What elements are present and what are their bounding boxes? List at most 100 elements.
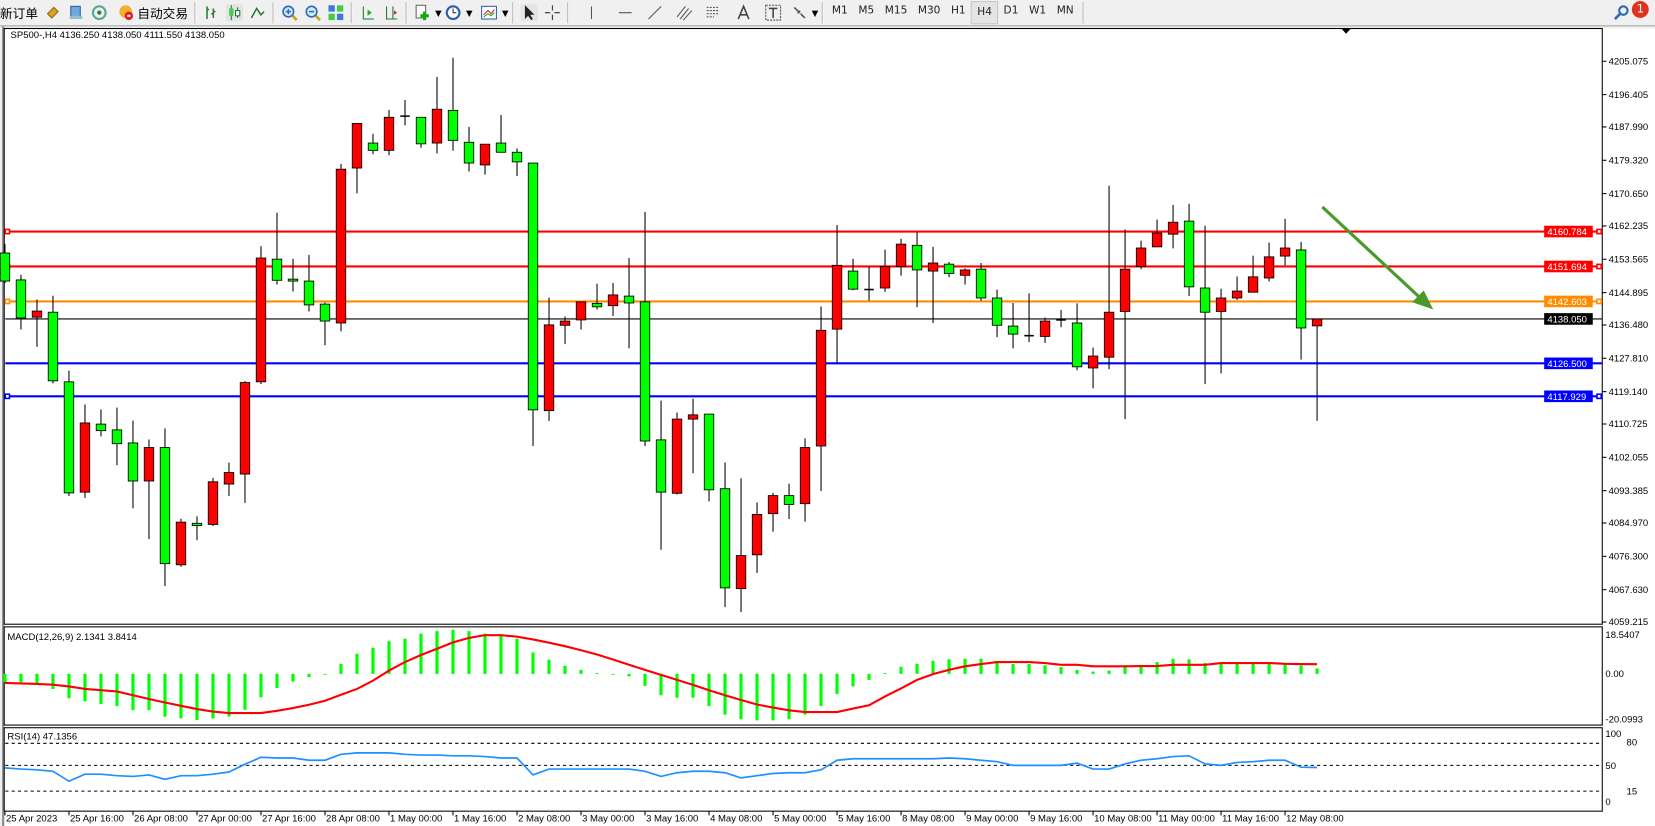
cursor-icon[interactable]	[520, 4, 538, 22]
macd-histogram-bar	[467, 631, 471, 674]
line-anchor-handle[interactable]	[4, 393, 11, 400]
price-axis-label: 4205.075	[1609, 56, 1649, 67]
candle-body	[1135, 247, 1147, 267]
text-icon[interactable]	[735, 4, 752, 21]
candle-body	[31, 310, 43, 318]
arrows-dropdown-icon[interactable]: ▼	[811, 7, 819, 18]
line-anchor-handle[interactable]	[1596, 228, 1602, 235]
down-arrow-annotation[interactable]	[1321, 205, 1434, 310]
candle	[527, 162, 539, 447]
macd-histogram-bar	[867, 673, 871, 680]
zoom-in-icon[interactable]	[281, 4, 298, 22]
timeframe-m30[interactable]: M30	[917, 5, 941, 17]
price-axis-label: 4059.215	[1609, 617, 1649, 628]
macd-histogram-bar	[947, 659, 951, 674]
equidistant-channel-icon[interactable]	[675, 4, 692, 21]
periods-dropdown-icon[interactable]: ▼	[465, 7, 473, 18]
new-order-button[interactable]: 新订单	[0, 2, 41, 23]
candle-body	[47, 311, 59, 382]
macd-histogram-bar	[1315, 668, 1319, 674]
line-anchor-handle[interactable]	[4, 228, 11, 235]
candle-body	[447, 109, 459, 141]
line-anchor-handle[interactable]	[1596, 298, 1602, 305]
line-anchor-handle[interactable]	[1596, 393, 1602, 400]
candle-body	[207, 481, 219, 525]
macd-histogram-bar	[579, 669, 583, 674]
fibonacci-icon[interactable]	[705, 4, 722, 21]
divider	[350, 2, 353, 24]
vertical-line-icon[interactable]	[582, 4, 599, 21]
toolbar: 新订单 自动交易 ▼ ▼ ▼ ▼	[0, 0, 1655, 27]
chart-window[interactable]: 4205.075 4196.405 4187.990 4179.320 4170.650…	[0, 26, 1655, 826]
time-axis-label: 11 May 16:00	[1222, 814, 1279, 825]
autoscroll-icon[interactable]	[382, 4, 399, 21]
navigator-icon[interactable]	[68, 4, 85, 21]
macd-histogram-bar	[739, 673, 743, 720]
candle-body	[831, 264, 843, 330]
candle-body	[383, 116, 395, 151]
chart-shift-marker[interactable]	[1341, 28, 1351, 34]
candle-body	[1199, 287, 1211, 313]
timeframe-h4[interactable]: H4	[970, 1, 999, 25]
macd-histogram-bar	[515, 638, 519, 674]
macd-histogram-bar	[1043, 665, 1047, 674]
timeframe-m1[interactable]: M1	[831, 5, 848, 17]
periods-icon[interactable]	[445, 4, 462, 21]
macd-histogram-bar	[275, 673, 279, 688]
indicators-icon[interactable]	[414, 4, 431, 21]
timeframe-d1[interactable]: D1	[1003, 5, 1019, 17]
macd-histogram-bar	[1299, 665, 1303, 674]
price-axis-label: 4162.235	[1609, 221, 1649, 232]
candlestick-icon[interactable]	[226, 4, 243, 22]
tile-windows-icon[interactable]	[327, 4, 344, 21]
candle-body	[127, 442, 139, 482]
chart-shift-icon[interactable]	[359, 4, 376, 21]
timeframe-h1[interactable]: H1	[950, 5, 966, 17]
price-axis-label: 4144.895	[1609, 288, 1649, 299]
timeframe-w1[interactable]: W1	[1028, 5, 1047, 17]
candle-body	[1167, 221, 1179, 235]
market-watch-icon[interactable]	[44, 4, 61, 21]
macd-histogram-bar	[1235, 663, 1239, 674]
candle	[1135, 240, 1147, 270]
bar-chart-icon[interactable]	[203, 4, 220, 21]
candle	[255, 246, 267, 385]
macd-histogram-bar	[483, 633, 487, 674]
candle-body	[559, 320, 571, 326]
candle-body	[431, 108, 443, 144]
timeframe-m5[interactable]: M5	[858, 5, 875, 17]
crosshair-icon[interactable]	[543, 4, 560, 21]
timeframe-mn[interactable]: MN	[1056, 5, 1074, 17]
line-anchor-handle[interactable]	[1596, 263, 1602, 270]
candle	[15, 274, 27, 330]
autotrade-button[interactable]: 自动交易	[111, 2, 191, 23]
text-label-icon[interactable]	[764, 4, 781, 21]
arrows-icon[interactable]	[791, 4, 808, 21]
candle	[1167, 204, 1179, 249]
candle	[751, 502, 763, 573]
candle-body	[1183, 220, 1195, 288]
time-axis-label: 25 Apr 2023	[6, 814, 57, 825]
templates-dropdown-icon[interactable]: ▼	[502, 7, 509, 18]
price-axis-label: 4076.300	[1609, 552, 1649, 563]
candle	[1103, 185, 1115, 370]
notification-badge[interactable]: 1	[1631, 1, 1649, 18]
macd-histogram-bar	[451, 629, 455, 674]
line-chart-icon[interactable]	[249, 4, 266, 21]
indicators-dropdown-icon[interactable]: ▼	[435, 7, 442, 18]
line-anchor-handle[interactable]	[4, 298, 11, 305]
macd-histogram-bar	[1187, 659, 1191, 674]
candle	[847, 258, 859, 291]
timeframe-m15[interactable]: M15	[884, 5, 908, 17]
search-icon[interactable]	[1613, 4, 1630, 21]
candle	[864, 266, 874, 301]
horizontal-line-icon[interactable]	[616, 4, 633, 21]
macd-histogram-bar	[1123, 665, 1127, 674]
templates-icon[interactable]	[481, 4, 498, 21]
zoom-out-icon[interactable]	[304, 4, 321, 22]
trendline-icon[interactable]	[646, 4, 663, 21]
rsi-axis-label: 0	[1605, 797, 1610, 808]
candle	[687, 398, 699, 474]
macd-histogram-bar	[1011, 664, 1015, 674]
signals-icon[interactable]	[91, 4, 108, 21]
